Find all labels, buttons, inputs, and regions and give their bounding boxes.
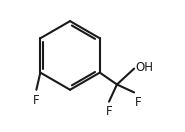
Text: F: F [135, 96, 141, 109]
Text: F: F [106, 105, 112, 118]
Text: F: F [33, 94, 40, 107]
Text: OH: OH [135, 62, 153, 74]
